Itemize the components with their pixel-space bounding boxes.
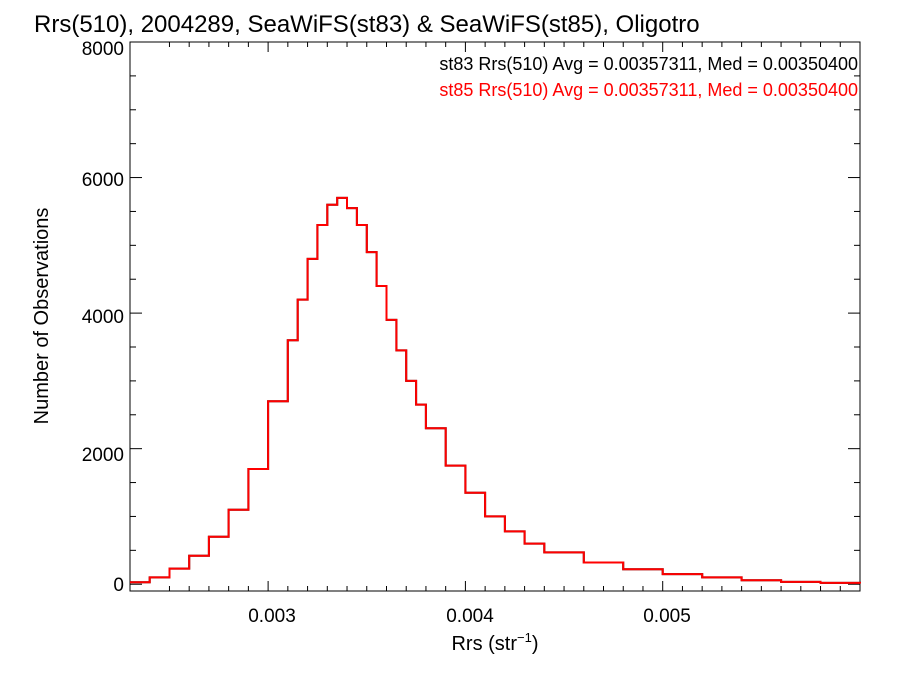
y-axis-ticks: [130, 41, 860, 585]
x-tick-labels: 0.003 0.004 0.005: [248, 606, 691, 627]
y-tick-label: 4000: [82, 307, 124, 328]
y-axis-title: Number of Observations: [31, 208, 53, 425]
y-tick-label: 8000: [82, 39, 124, 60]
st83-stats-annotation: st83 Rrs(510) Avg = 0.00357311, Med = 0.…: [439, 54, 858, 74]
x-axis-title: Rrs (str−1): [451, 630, 538, 655]
x-axis-title-exponent: −1: [517, 630, 532, 645]
y-tick-labels: 0 2000 4000 6000 8000: [82, 39, 124, 596]
st85-stats-annotation: st85 Rrs(510) Avg = 0.00357311, Med = 0.…: [439, 80, 858, 100]
x-axis-ticks: [168, 42, 841, 591]
x-tick-label: 0.005: [643, 606, 691, 627]
x-axis-title-text: Rrs (str: [451, 633, 517, 655]
x-tick-label: 0.004: [446, 606, 494, 627]
legend-annotations: st83 Rrs(510) Avg = 0.00357311, Med = 0.…: [439, 54, 858, 100]
series-st83-line: [130, 196, 861, 584]
chart-title: Rrs(510), 2004289, SeaWiFS(st83) & SeaWi…: [34, 11, 700, 38]
x-tick-label: 0.003: [248, 606, 296, 627]
x-axis-title-close: ): [532, 633, 539, 655]
plot-frame: [129, 41, 861, 592]
y-tick-label: 2000: [82, 445, 124, 466]
y-tick-label: 0: [113, 575, 124, 596]
series-layer: [130, 196, 861, 584]
series-st85-line: [130, 196, 861, 584]
y-tick-label: 6000: [82, 170, 124, 191]
